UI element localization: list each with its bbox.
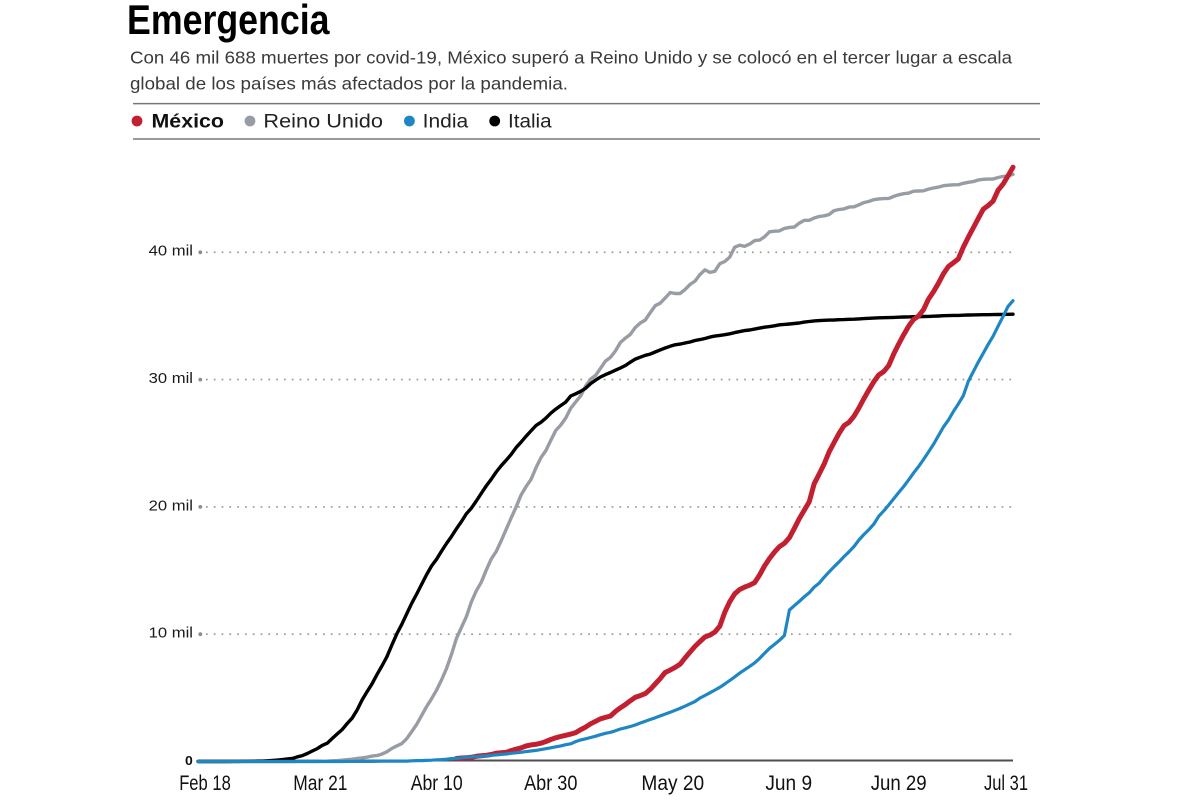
svg-text:Jun 29: Jun 29 bbox=[871, 772, 927, 795]
svg-text:Italia: Italia bbox=[508, 112, 552, 133]
svg-text:30 mil: 30 mil bbox=[149, 370, 193, 387]
svg-text:Abr 30: Abr 30 bbox=[524, 772, 577, 795]
svg-text:India: India bbox=[423, 112, 469, 133]
svg-text:Jul 31: Jul 31 bbox=[984, 772, 1028, 795]
svg-text:Jun 9: Jun 9 bbox=[765, 772, 812, 795]
svg-text:México: México bbox=[152, 112, 225, 133]
svg-text:20 mil: 20 mil bbox=[149, 497, 193, 514]
svg-text:Emergencia: Emergencia bbox=[127, 0, 330, 43]
svg-text:40 mil: 40 mil bbox=[149, 243, 193, 260]
svg-text:Feb 18: Feb 18 bbox=[179, 772, 231, 795]
svg-text:May 20: May 20 bbox=[641, 772, 704, 795]
svg-text:Mar 21: Mar 21 bbox=[293, 772, 347, 795]
svg-text:global de los países más afect: global de los países más afectados por l… bbox=[130, 74, 568, 94]
svg-text:0: 0 bbox=[185, 753, 193, 768]
svg-text:Reino Unido: Reino Unido bbox=[263, 112, 383, 133]
svg-text:Con 46 mil 688 muertes por cov: Con 46 mil 688 muertes por covid-19, Méx… bbox=[130, 48, 1012, 68]
svg-text:10 mil: 10 mil bbox=[149, 625, 193, 642]
svg-text:Abr 10: Abr 10 bbox=[411, 772, 463, 795]
